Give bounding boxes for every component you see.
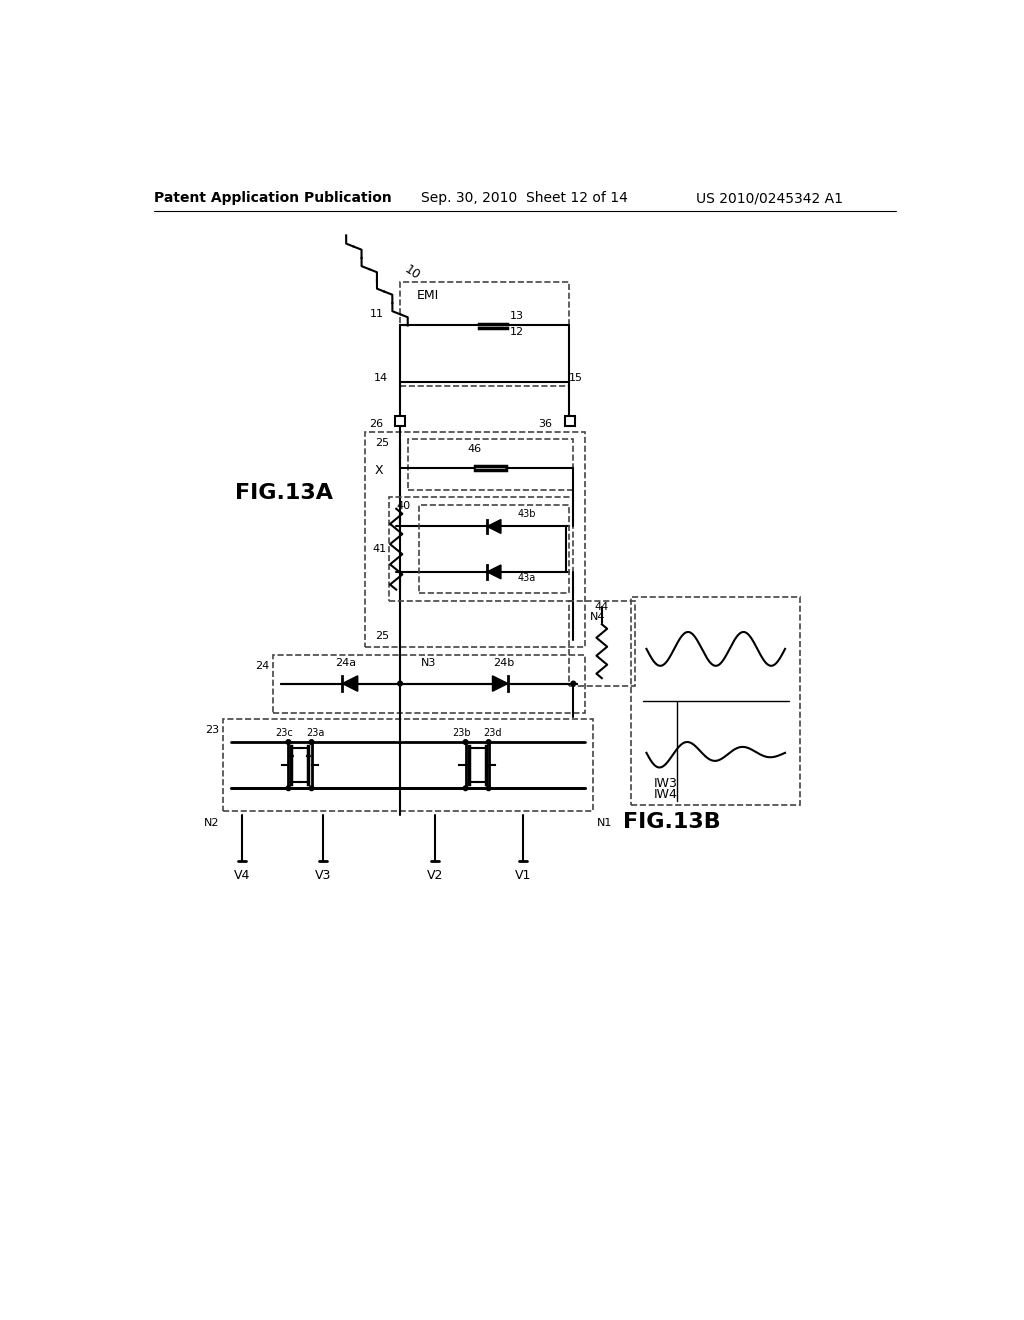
Bar	[400, 281, 569, 385]
Circle shape	[463, 785, 468, 791]
Text: 25: 25	[375, 631, 389, 640]
Text: 13: 13	[510, 312, 524, 321]
Circle shape	[286, 785, 291, 791]
Text: N1: N1	[596, 818, 611, 828]
Text: 24a: 24a	[336, 657, 356, 668]
Text: Sep. 30, 2010  Sheet 12 of 14: Sep. 30, 2010 Sheet 12 of 14	[421, 191, 629, 206]
Circle shape	[397, 681, 402, 686]
Text: 23: 23	[205, 725, 219, 735]
Circle shape	[286, 739, 291, 744]
Bar	[569, 601, 635, 686]
Bar	[565, 416, 574, 425]
Text: X: X	[375, 463, 383, 477]
Text: 25: 25	[375, 437, 389, 447]
Text: 46: 46	[467, 444, 481, 454]
Text: 23c: 23c	[275, 727, 294, 738]
Text: V3: V3	[314, 869, 331, 882]
Bar	[419, 506, 569, 594]
Circle shape	[486, 785, 490, 791]
Text: 23b: 23b	[453, 727, 471, 738]
Text: 10: 10	[401, 263, 422, 282]
Text: V1: V1	[515, 869, 531, 882]
Text: 12: 12	[510, 326, 524, 337]
Text: 43b: 43b	[517, 510, 536, 519]
Text: 40: 40	[396, 502, 411, 511]
Text: 41: 41	[372, 544, 386, 554]
Text: Patent Application Publication: Patent Application Publication	[155, 191, 392, 206]
Circle shape	[463, 739, 468, 744]
Circle shape	[309, 785, 313, 791]
Text: IW3: IW3	[654, 777, 678, 791]
Bar	[408, 440, 573, 490]
Bar	[395, 416, 406, 425]
Bar	[388, 498, 573, 601]
Text: 11: 11	[370, 309, 384, 319]
Bar	[366, 432, 585, 647]
Circle shape	[486, 739, 490, 744]
Text: 24b: 24b	[494, 657, 515, 668]
Text: 23d: 23d	[483, 727, 502, 738]
Text: IW4: IW4	[654, 788, 678, 801]
Text: US 2010/0245342 A1: US 2010/0245342 A1	[696, 191, 843, 206]
Circle shape	[571, 681, 575, 686]
Text: N3: N3	[421, 657, 436, 668]
Text: 23a: 23a	[306, 727, 325, 738]
Text: FIG.13B: FIG.13B	[624, 812, 721, 832]
Circle shape	[309, 739, 313, 744]
Text: 14: 14	[374, 372, 388, 383]
Text: 36: 36	[539, 418, 553, 429]
Text: 44: 44	[595, 602, 609, 612]
Text: EMI: EMI	[417, 289, 439, 302]
Text: 43a: 43a	[517, 573, 536, 583]
Polygon shape	[487, 565, 501, 579]
Polygon shape	[493, 676, 508, 692]
Polygon shape	[487, 520, 501, 533]
Text: FIG.13A: FIG.13A	[234, 483, 333, 503]
Polygon shape	[342, 676, 357, 692]
Text: V2: V2	[427, 869, 443, 882]
Bar	[273, 655, 585, 713]
Bar	[223, 719, 593, 812]
Text: 24: 24	[255, 661, 269, 671]
Text: N2: N2	[204, 818, 219, 828]
Text: V4: V4	[234, 869, 251, 882]
Bar	[631, 597, 801, 805]
Text: 26: 26	[369, 418, 383, 429]
Text: N4: N4	[590, 611, 606, 622]
Text: 15: 15	[568, 372, 583, 383]
